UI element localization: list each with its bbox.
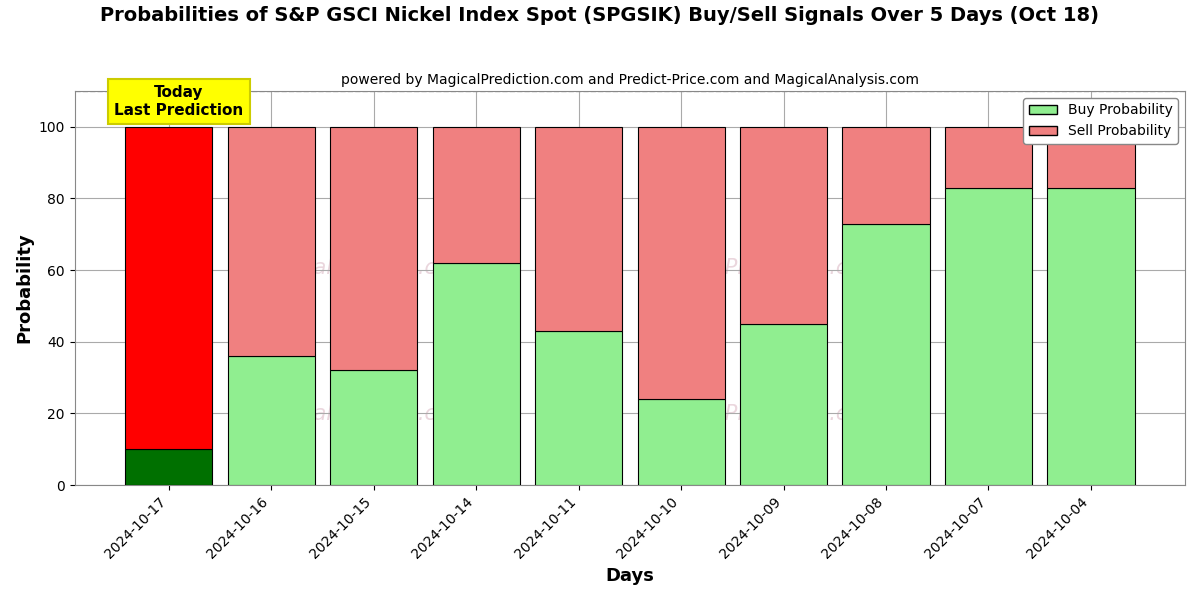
Bar <box>1048 188 1134 485</box>
Bar <box>432 127 520 263</box>
Bar <box>228 127 314 356</box>
Bar <box>637 127 725 399</box>
Bar <box>842 127 930 224</box>
Text: calAnalysis.com: calAnalysis.com <box>302 404 469 424</box>
Bar <box>432 263 520 485</box>
Text: Probabilities of S&P GSCI Nickel Index Spot (SPGSIK) Buy/Sell Signals Over 5 Day: Probabilities of S&P GSCI Nickel Index S… <box>101 6 1099 25</box>
Bar <box>125 449 212 485</box>
Bar <box>740 127 827 324</box>
Bar <box>228 356 314 485</box>
Text: MagicalPrediction.com: MagicalPrediction.com <box>646 259 881 278</box>
Bar <box>535 127 622 331</box>
Text: MagicalPrediction.com: MagicalPrediction.com <box>646 404 881 424</box>
Title: powered by MagicalPrediction.com and Predict-Price.com and MagicalAnalysis.com: powered by MagicalPrediction.com and Pre… <box>341 73 919 87</box>
Bar <box>740 324 827 485</box>
Bar <box>1048 127 1134 188</box>
Bar <box>535 331 622 485</box>
Y-axis label: Probability: Probability <box>16 233 34 343</box>
Bar <box>125 127 212 449</box>
X-axis label: Days: Days <box>605 567 654 585</box>
Text: Today
Last Prediction: Today Last Prediction <box>114 85 244 118</box>
Bar <box>842 224 930 485</box>
Bar <box>330 370 418 485</box>
Bar <box>944 127 1032 188</box>
Bar <box>637 399 725 485</box>
Text: calAnalysis.com: calAnalysis.com <box>302 259 469 278</box>
Bar <box>330 127 418 370</box>
Bar <box>944 188 1032 485</box>
Legend: Buy Probability, Sell Probability: Buy Probability, Sell Probability <box>1024 98 1178 144</box>
